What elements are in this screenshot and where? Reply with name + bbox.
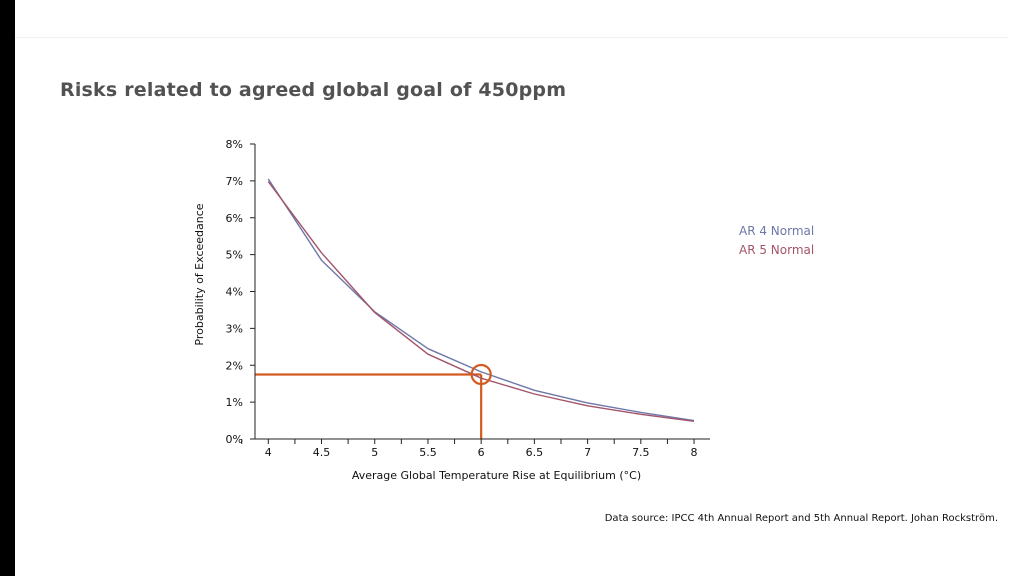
annotation-circle <box>470 363 492 386</box>
y-tick-label: 5% <box>226 249 243 262</box>
x-tick-label: 5.5 <box>419 446 437 459</box>
y-tick-label: 3% <box>226 322 243 335</box>
data-source-note: Data source: IPCC 4th Annual Report and … <box>604 513 998 524</box>
y-tick-label: 6% <box>226 212 243 225</box>
slide-background <box>15 0 1024 576</box>
legend-layer: AR 4 Normal AR 5 Normal <box>739 224 814 257</box>
x-tick-label: 7.5 <box>632 446 650 459</box>
series-layer <box>267 178 695 422</box>
x-tick-label: 7 <box>584 446 591 459</box>
x-tick-label: 4 <box>265 446 272 459</box>
x-tick-label: 8 <box>691 446 698 459</box>
x-tick-label: 6 <box>478 446 485 459</box>
series-line-ar5-normal <box>267 181 695 422</box>
legend-entry-ar4-normal: AR 4 Normal <box>739 224 814 238</box>
y-tick-label: 7% <box>226 175 243 188</box>
y-tick-label: 8% <box>226 138 243 151</box>
annotation-layer <box>255 373 483 439</box>
x-tick-label: 6.5 <box>526 446 544 459</box>
axes-layer: 0% 1% 2% 3% 4% 5% 6% 7% 8% 4 4.5 5 5.5 6 6.5 7 7.5 8 Avera… <box>193 138 710 482</box>
y-tick-label: 1% <box>226 396 243 409</box>
x-tick-label: 5 <box>371 446 378 459</box>
x-axis-title: Average Global Temperature Rise at Equil… <box>352 469 641 482</box>
x-tick-label: 4.5 <box>313 446 331 459</box>
y-tick-label: 0% <box>226 433 243 446</box>
y-axis-title: Probability of Exceedance <box>193 203 206 345</box>
y-tick-label: 4% <box>226 286 243 299</box>
y-tick-label: 2% <box>226 359 243 372</box>
series-line-ar4-normal <box>267 178 695 422</box>
slide-title: Risks related to agreed global goal of 4… <box>60 79 567 101</box>
legend-entry-ar5-normal: AR 5 Normal <box>739 243 814 257</box>
header-divider <box>15 37 1009 38</box>
